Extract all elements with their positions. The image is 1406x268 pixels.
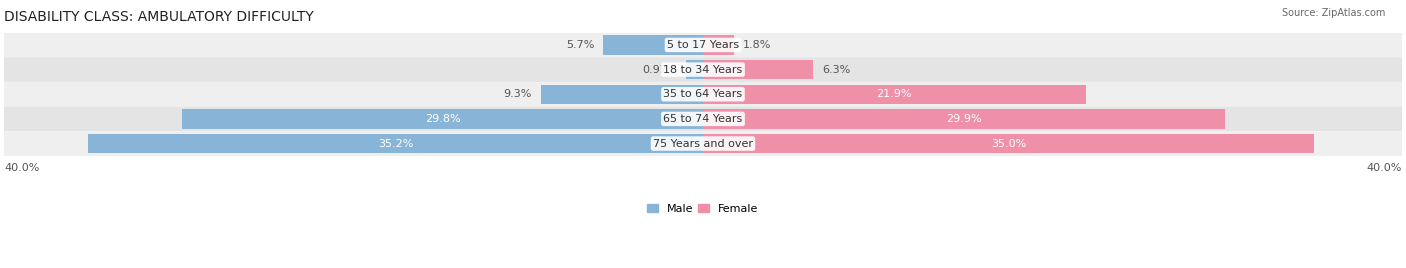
- Text: 9.3%: 9.3%: [503, 89, 531, 99]
- Text: 6.3%: 6.3%: [821, 65, 851, 75]
- Text: DISABILITY CLASS: AMBULATORY DIFFICULTY: DISABILITY CLASS: AMBULATORY DIFFICULTY: [4, 10, 314, 24]
- Bar: [703, 85, 1085, 104]
- Text: 0.97%: 0.97%: [641, 65, 678, 75]
- Text: 35 to 64 Years: 35 to 64 Years: [664, 89, 742, 99]
- FancyBboxPatch shape: [4, 107, 1402, 131]
- FancyBboxPatch shape: [4, 33, 1402, 57]
- Bar: [540, 85, 703, 104]
- Text: Source: ZipAtlas.com: Source: ZipAtlas.com: [1281, 8, 1385, 18]
- Bar: [703, 134, 1315, 153]
- Bar: [603, 35, 703, 55]
- FancyBboxPatch shape: [4, 131, 1402, 156]
- Text: 29.9%: 29.9%: [946, 114, 981, 124]
- Text: 40.0%: 40.0%: [4, 163, 39, 173]
- Text: 1.8%: 1.8%: [744, 40, 772, 50]
- Bar: [686, 60, 703, 79]
- Text: 5.7%: 5.7%: [567, 40, 595, 50]
- Text: 29.8%: 29.8%: [425, 114, 461, 124]
- Bar: [703, 35, 734, 55]
- FancyBboxPatch shape: [4, 82, 1402, 107]
- Text: 40.0%: 40.0%: [1367, 163, 1402, 173]
- FancyBboxPatch shape: [4, 57, 1402, 82]
- Text: 35.0%: 35.0%: [991, 139, 1026, 148]
- Bar: [89, 134, 703, 153]
- Text: 5 to 17 Years: 5 to 17 Years: [666, 40, 740, 50]
- Legend: Male, Female: Male, Female: [643, 199, 763, 218]
- Text: 18 to 34 Years: 18 to 34 Years: [664, 65, 742, 75]
- Text: 35.2%: 35.2%: [378, 139, 413, 148]
- Text: 21.9%: 21.9%: [876, 89, 912, 99]
- Text: 75 Years and over: 75 Years and over: [652, 139, 754, 148]
- Bar: [183, 109, 703, 129]
- Bar: [703, 60, 813, 79]
- Bar: [703, 109, 1226, 129]
- Text: 65 to 74 Years: 65 to 74 Years: [664, 114, 742, 124]
